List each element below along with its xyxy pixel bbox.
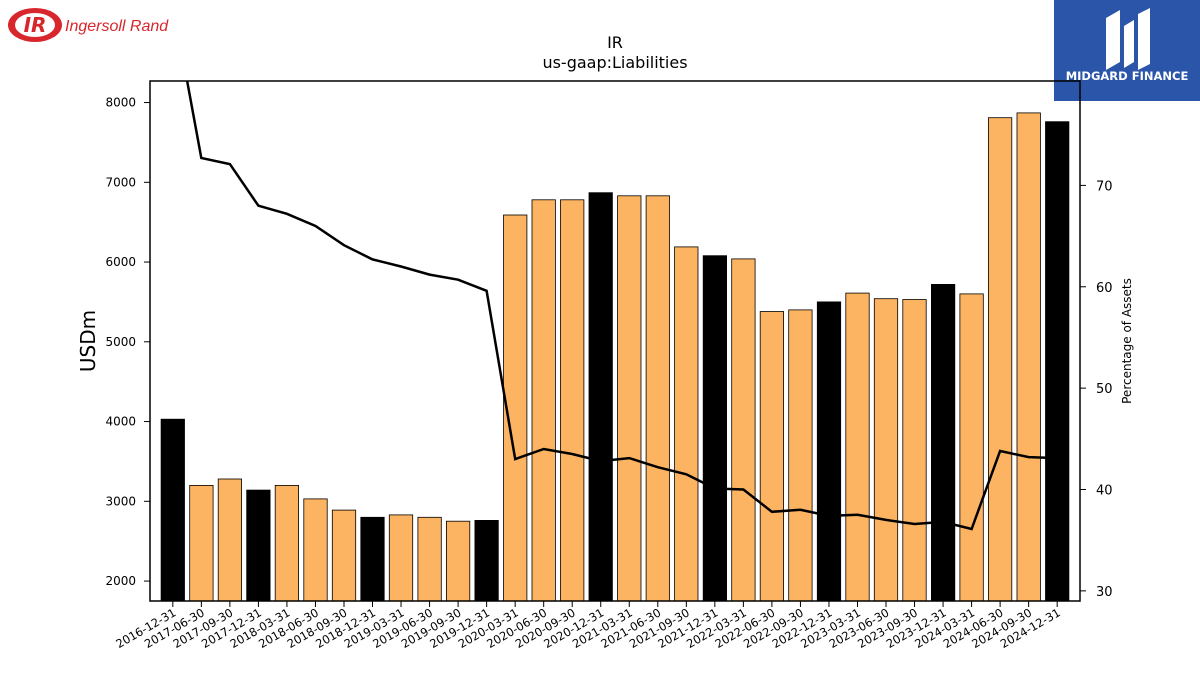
bar-2021-06-30: [645, 195, 670, 602]
y-axis-label: USDm: [76, 310, 100, 372]
y2-tick-label: 70: [1096, 179, 1113, 194]
y2-tick-label: 60: [1096, 281, 1113, 296]
ir-logo-wordmark: Ingersoll Rand: [65, 18, 169, 35]
y2-axis-ticks: 30 40 50 60 70: [1080, 179, 1113, 600]
bar-series: [160, 112, 1070, 602]
plot-frame: [149, 80, 1081, 602]
ir-logo-emblem-inner: [15, 13, 55, 37]
bar-2022-03-31: [731, 258, 756, 602]
bar-2019-06-30: [417, 516, 442, 602]
chart-title: IR: [607, 33, 623, 52]
y-tick-label: 4000: [105, 415, 136, 429]
bar-2018-09-30: [331, 509, 357, 602]
y-tick-label: 2000: [105, 574, 136, 588]
bar-2024-06-30: [988, 117, 1013, 602]
y-tick-label: 6000: [105, 255, 136, 269]
bar-2017-06-30: [189, 484, 214, 602]
bar-2019-03-31: [388, 514, 414, 602]
y2-tick-label: 40: [1096, 483, 1113, 498]
bar-2023-12-31: [931, 283, 956, 602]
bar-2017-09-30: [217, 478, 242, 602]
bar-2020-09-30: [560, 199, 585, 602]
midgard-logo-text: MIDGARD FINANCE: [1066, 69, 1189, 83]
bar-2023-06-30: [873, 298, 899, 602]
y-tick-label: 8000: [105, 96, 136, 110]
bar-2022-09-30: [788, 309, 813, 602]
bar-2022-12-31: [816, 301, 842, 602]
bar-2024-12-31: [1045, 121, 1070, 602]
midgard-finance-logo: MIDGARD FINANCE: [1054, 0, 1200, 101]
bar-2021-09-30: [674, 246, 699, 602]
ir-logo-mark: IR: [24, 13, 47, 37]
bar-2019-12-31: [474, 520, 499, 602]
bar-2018-03-31: [274, 484, 300, 602]
bar-2022-06-30: [759, 311, 785, 602]
x-axis-ticks: 2016-12-312017-06-302017-09-302017-12-31…: [113, 601, 1063, 651]
chart-subtitle: us-gaap:Liabilities: [542, 53, 687, 72]
y-tick-label: 7000: [105, 175, 136, 189]
ingersoll-rand-logo: IR Ingersoll Rand: [8, 8, 169, 42]
y2-axis-label: Percentage of Assets: [1120, 278, 1134, 404]
bar-2024-09-30: [1016, 112, 1041, 602]
bar-2020-06-30: [531, 199, 556, 602]
y-tick-label: 3000: [105, 494, 136, 508]
percentage-line: [185, 81, 1058, 531]
y2-tick-label: 30: [1096, 585, 1113, 600]
midgard-logo-icon: MIDGARD FINANCE: [1066, 8, 1189, 83]
bar-2021-03-31: [617, 195, 642, 602]
y2-tick-label: 50: [1096, 382, 1113, 397]
bar-2023-03-31: [845, 292, 870, 602]
bar-2021-12-31: [702, 255, 728, 602]
bar-2020-12-31: [588, 192, 613, 602]
bar-2017-12-31: [246, 489, 271, 602]
bar-2016-12-31: [160, 418, 185, 602]
percentage-line-series: [185, 81, 1058, 531]
y-tick-label: 5000: [105, 335, 136, 349]
bar-2018-06-30: [303, 498, 328, 602]
bar-2018-12-31: [360, 516, 385, 602]
bar-2019-09-30: [445, 520, 471, 602]
bar-2023-09-30: [902, 299, 927, 602]
bar-2024-03-31: [959, 293, 984, 602]
y-axis-ticks: 2000 3000 4000 5000 6000 7000 8000: [105, 96, 150, 588]
